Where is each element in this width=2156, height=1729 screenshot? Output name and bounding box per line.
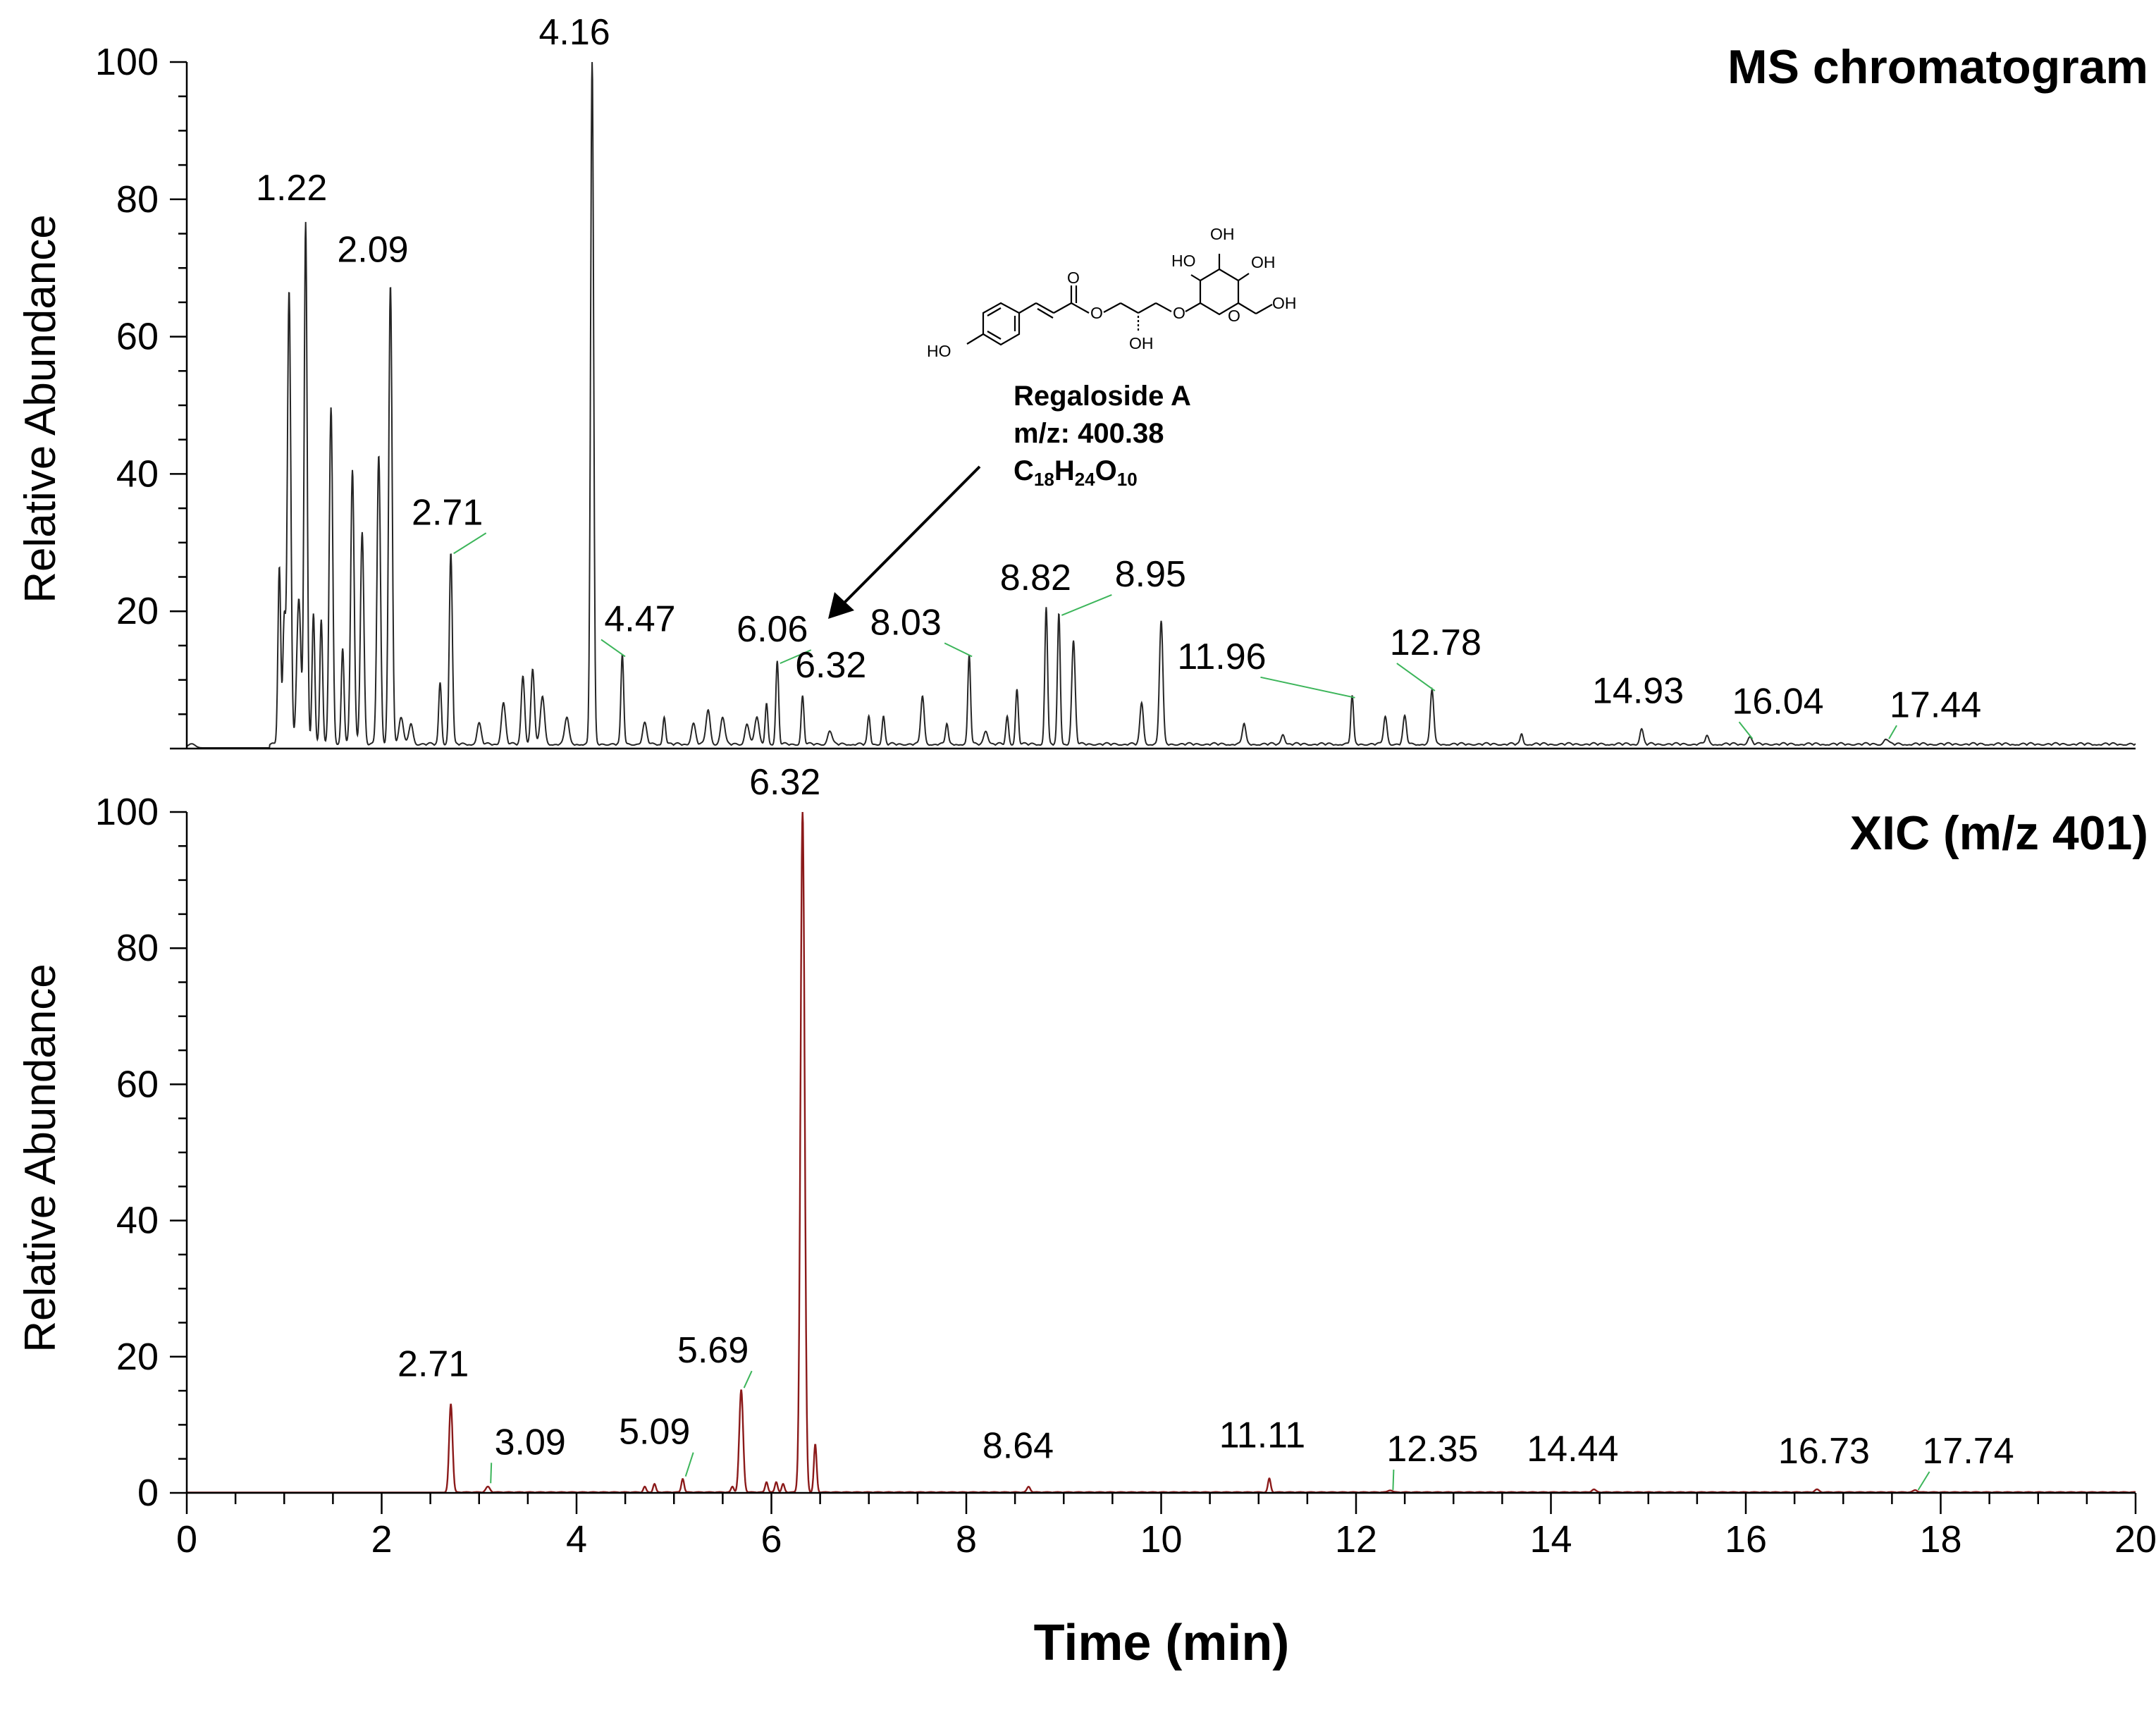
compound-name: Regaloside A bbox=[1014, 381, 1191, 412]
top-panel-title: MS chromatogram bbox=[1727, 40, 2148, 94]
peak-leader-line bbox=[944, 642, 973, 658]
peak-leader-line bbox=[453, 532, 487, 555]
annotation-arrow bbox=[841, 465, 981, 606]
arrow-head-icon bbox=[828, 592, 854, 619]
peak-label: 12.78 bbox=[1390, 622, 1482, 663]
ho-atom-label: HO bbox=[927, 342, 951, 360]
x-axis-label: Time (min) bbox=[1034, 1615, 1290, 1671]
peak-label: 4.47 bbox=[604, 598, 675, 639]
peak-leader-line bbox=[1888, 725, 1897, 739]
peak-label: 12.35 bbox=[1386, 1429, 1478, 1470]
peak-label: 11.11 bbox=[1219, 1415, 1305, 1456]
x-tick-label: 0 bbox=[176, 1518, 197, 1561]
peak-label: 16.04 bbox=[1732, 681, 1823, 722]
y-tick-label: 100 bbox=[95, 41, 159, 83]
y-tick-label: 40 bbox=[116, 453, 159, 495]
ester-oxygen: O bbox=[1090, 304, 1103, 322]
top-y-axis-label: Relative Abundance bbox=[16, 214, 65, 603]
peak-label: 8.64 bbox=[982, 1425, 1054, 1466]
x-tick-label: 20 bbox=[2114, 1518, 2156, 1561]
peak-label: 5.09 bbox=[619, 1412, 690, 1453]
x-tick-label: 4 bbox=[566, 1518, 587, 1561]
x-tick-label: 16 bbox=[1725, 1518, 1767, 1561]
x-tick-label: 10 bbox=[1140, 1518, 1182, 1561]
y-tick-label: 100 bbox=[95, 791, 159, 833]
y-tick-label: 80 bbox=[116, 178, 159, 221]
ring-oxygen: O bbox=[1228, 307, 1240, 325]
peak-label: 1.22 bbox=[256, 168, 327, 209]
bottom-panel-title: XIC (m/z 401) bbox=[1850, 806, 2148, 860]
peak-label: 5.69 bbox=[677, 1330, 749, 1371]
bottom-y-axis-label: Relative Abundance bbox=[16, 964, 65, 1353]
peak-label: 14.93 bbox=[1592, 671, 1684, 712]
peak-leader-line bbox=[743, 1370, 753, 1389]
peak-leader-line bbox=[1061, 594, 1112, 616]
peak-leader-line bbox=[780, 649, 812, 665]
peak-label: 17.44 bbox=[1890, 684, 1981, 725]
x-tick-label: 2 bbox=[371, 1518, 392, 1561]
peak-leader-line bbox=[600, 639, 626, 658]
peak-label: 8.95 bbox=[1115, 554, 1186, 595]
peak-leader-line bbox=[1738, 721, 1754, 739]
peak-label: 16.73 bbox=[1778, 1431, 1870, 1472]
c4-oh: OH bbox=[1251, 253, 1276, 271]
y-tick-label: 0 bbox=[137, 1472, 159, 1514]
x-tick-label: 12 bbox=[1335, 1518, 1377, 1561]
peak-label: 6.32 bbox=[749, 762, 820, 803]
peak-label: 8.03 bbox=[870, 602, 942, 643]
peak-leader-line bbox=[1260, 676, 1355, 699]
x-tick-label: 6 bbox=[760, 1518, 782, 1561]
x-tick-label: 18 bbox=[1919, 1518, 1961, 1561]
peak-label: 4.16 bbox=[539, 12, 610, 53]
c2-oh: HO bbox=[1171, 252, 1196, 270]
benzene-ring bbox=[982, 302, 1021, 346]
peak-leader-line bbox=[1917, 1471, 1930, 1491]
y-tick-label: 80 bbox=[116, 927, 159, 969]
regaloside-a-structure: HO O O OH O O OH HO OH OH Regaloside A m… bbox=[828, 225, 1297, 619]
xic-panel: Relative Abundance XIC (m/z 401) 0204060… bbox=[16, 762, 2156, 1561]
peak-label: 2.09 bbox=[337, 229, 408, 270]
peak-label: 8.82 bbox=[1000, 558, 1071, 598]
y-tick-label: 40 bbox=[116, 1200, 159, 1242]
y-tick-label: 60 bbox=[116, 1063, 159, 1105]
peak-label: 14.44 bbox=[1527, 1429, 1618, 1470]
peak-label: 6.32 bbox=[795, 645, 866, 686]
peak-label: 2.71 bbox=[412, 492, 483, 533]
y-tick-label: 20 bbox=[116, 590, 159, 632]
peak-leader-line bbox=[684, 1452, 694, 1477]
peak-leader-line bbox=[1396, 663, 1436, 691]
ms-chromatogram-panel: Relative Abundance MS chromatogram 20 40 6… bbox=[16, 12, 2148, 750]
glycerol-oh: OH bbox=[1129, 334, 1154, 352]
peak-label: 6.06 bbox=[737, 609, 808, 650]
x-tick-label: 8 bbox=[956, 1518, 977, 1561]
peak-label: 17.74 bbox=[1922, 1431, 2014, 1472]
compound-mz: m/z: 400.38 bbox=[1014, 418, 1164, 449]
compound-formula: C18H24O10 bbox=[1014, 455, 1138, 490]
carbonyl-oxygen: O bbox=[1067, 269, 1080, 287]
bottom-trace-line bbox=[187, 811, 2136, 1494]
peak-label: 3.09 bbox=[495, 1422, 566, 1463]
peak-label: 2.71 bbox=[398, 1343, 469, 1384]
y-tick-label: 60 bbox=[116, 316, 159, 358]
glycosidic-oxygen: O bbox=[1173, 304, 1185, 322]
c6-oh: OH bbox=[1272, 294, 1297, 312]
x-tick-label: 14 bbox=[1529, 1518, 1572, 1561]
top-trace-line bbox=[186, 61, 2136, 749]
peak-label: 11.96 bbox=[1177, 636, 1266, 677]
y-tick-label: 20 bbox=[116, 1336, 159, 1378]
c3-oh: OH bbox=[1210, 225, 1235, 243]
